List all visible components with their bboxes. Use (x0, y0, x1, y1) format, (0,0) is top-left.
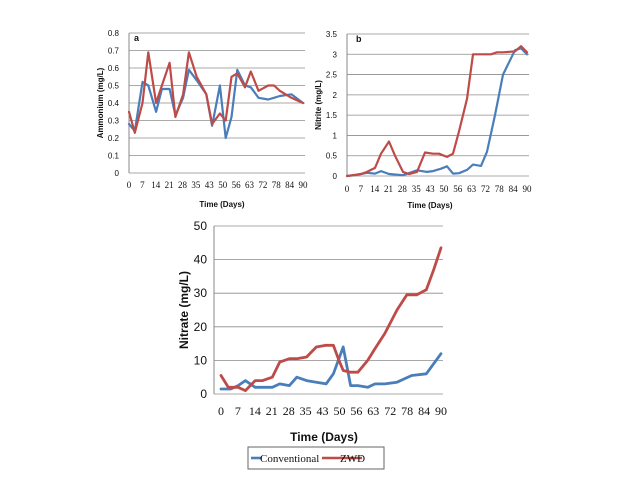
x-tick-label: 21 (266, 404, 278, 418)
panel-label: b (356, 34, 362, 44)
legend: Conventional ZWD (247, 446, 385, 470)
y-tick-label: 0.4 (108, 99, 120, 108)
x-tick-label: 50 (218, 180, 228, 190)
y-tick-label: 2.5 (326, 71, 338, 80)
x-axis-title: Time (Days) (407, 201, 453, 210)
x-axis-title: Time (Days) (290, 430, 358, 444)
x-tick-label: 78 (495, 184, 505, 194)
x-tick-label: 43 (426, 184, 436, 194)
x-tick-label: 90 (523, 184, 533, 194)
x-tick-label: 50 (333, 404, 345, 418)
y-axis-title: Nitrite (mg/L) (314, 80, 323, 130)
series-line-conventional (219, 345, 443, 391)
y-tick-label: 50 (194, 219, 208, 233)
x-tick-label: 56 (453, 184, 463, 194)
x-tick-label: 78 (401, 404, 413, 418)
y-tick-label: 2 (333, 91, 338, 100)
series-line-conventional (345, 47, 529, 178)
y-tick-label: 0.2 (108, 134, 120, 143)
x-tick-label: 56 (232, 180, 242, 190)
x-axis-title: Time (Days) (199, 200, 245, 209)
x-tick-label: 21 (165, 180, 174, 190)
series-line-conventional (127, 68, 305, 140)
x-tick-label: 35 (300, 404, 312, 418)
x-tick-label: 90 (299, 180, 309, 190)
panel-label: a (134, 33, 140, 43)
x-tick-label: 14 (370, 184, 380, 194)
legend-label-zwd: ZWD (340, 453, 365, 465)
chart-nitrite: 00.511.522.533.5 0 7 14 21 28 35 43 50 56 63 72 78 8… (314, 30, 532, 210)
y-tick-label: 10 (194, 353, 208, 367)
x-tick-label: 63 (367, 404, 379, 418)
y-tick-label: 0.7 (108, 47, 120, 56)
x-tick-label: 72 (481, 184, 490, 194)
y-tick-label: 0 (333, 172, 338, 181)
x-tick-label: 72 (258, 180, 267, 190)
x-tick-label: 84 (509, 184, 519, 194)
y-tick-label: 0 (200, 387, 207, 401)
x-tick-label: 84 (418, 404, 430, 418)
x-tick-label: 7 (235, 404, 241, 418)
y-tick-label: 40 (194, 253, 208, 267)
y-tick-label: 3 (333, 50, 338, 59)
x-tick-label: 0 (218, 404, 224, 418)
x-tick-label: 43 (205, 180, 215, 190)
x-tick-label: 72 (384, 404, 396, 418)
y-tick-label: 0.8 (108, 29, 120, 38)
x-tick-label: 56 (350, 404, 362, 418)
legend-label-conventional: Conventional (260, 453, 319, 465)
x-tick-label: 14 (249, 404, 261, 418)
x-tick-label: 35 (412, 184, 422, 194)
x-tick-label: 28 (398, 184, 408, 194)
y-tick-label: 0.5 (108, 82, 120, 91)
x-tick-label: 14 (151, 180, 161, 190)
x-tick-label: 28 (283, 404, 295, 418)
x-tick-label: 21 (384, 184, 393, 194)
x-tick-label: 28 (178, 180, 188, 190)
y-tick-label: 30 (194, 286, 208, 300)
x-tick-label: 63 (245, 180, 255, 190)
y-tick-label: 0.1 (108, 152, 120, 161)
y-axis-title: Nitrate (mg/L) (177, 271, 191, 349)
x-tick-label: 35 (191, 180, 201, 190)
y-tick-label: 20 (194, 320, 208, 334)
y-tick-label: 0.5 (326, 152, 338, 161)
chart-ammonium: 00.10.20.30.40.50.60.70.8 0 7 14 21 28 35 43 50… (96, 29, 308, 209)
x-tick-label: 7 (359, 184, 364, 194)
y-tick-label: 1 (333, 131, 338, 140)
x-tick-label: 78 (272, 180, 282, 190)
legend-box (247, 446, 385, 470)
x-tick-label: 90 (435, 404, 447, 418)
x-tick-label: 50 (439, 184, 449, 194)
x-tick-label: 84 (285, 180, 295, 190)
y-tick-label: 0 (115, 169, 120, 178)
y-tick-label: 1.5 (326, 111, 338, 120)
x-tick-label: 0 (127, 180, 132, 190)
series-line-zwd (345, 45, 529, 178)
y-tick-label: 0.6 (108, 64, 120, 73)
y-axis-title: Ammonium (mg/L) (96, 67, 105, 138)
y-tick-label: 3.5 (326, 30, 338, 39)
series-line-zwd (219, 246, 443, 393)
x-tick-label: 63 (467, 184, 477, 194)
x-tick-label: 7 (140, 180, 145, 190)
series-line-zwd (127, 51, 305, 134)
y-tick-label: 0.3 (108, 117, 120, 126)
x-tick-label: 43 (317, 404, 329, 418)
x-tick-label: 0 (345, 184, 350, 194)
